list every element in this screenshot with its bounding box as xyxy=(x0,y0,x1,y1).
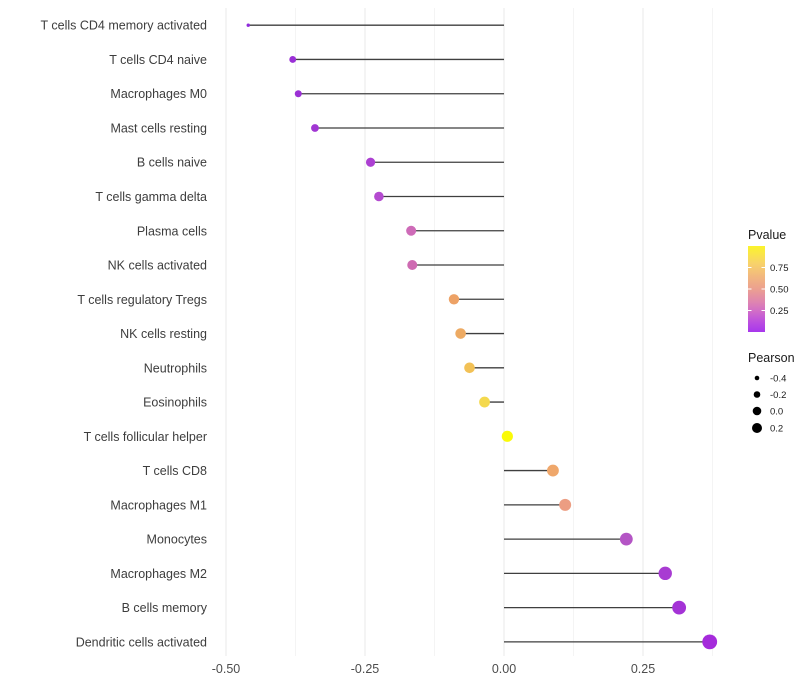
lollipop-dot xyxy=(619,532,633,546)
y-axis-label: Neutrophils xyxy=(144,361,207,375)
lollipop-dot xyxy=(294,90,302,98)
y-axis-label: Dendritic cells activated xyxy=(76,635,207,649)
pearson-size-dot xyxy=(752,423,762,433)
lollipop-dot xyxy=(365,157,376,167)
lollipop-dot xyxy=(702,634,718,650)
lollipop-dot xyxy=(455,328,466,339)
pearson-size-label: -0.2 xyxy=(770,390,786,401)
y-axis-label: Macrophages M0 xyxy=(110,87,207,101)
y-axis-label: Macrophages M2 xyxy=(110,567,207,581)
y-axis-label: B cells memory xyxy=(122,601,208,615)
lollipop-dot xyxy=(479,396,490,408)
lollipop-dot xyxy=(448,294,460,305)
y-axis-label: T cells CD8 xyxy=(143,464,207,478)
pvalue-tick-label: 0.75 xyxy=(770,263,789,274)
y-axis-label: Mast cells resting xyxy=(110,121,207,135)
x-axis-tick-label: 0.00 xyxy=(492,662,516,676)
lollipop-dot xyxy=(501,430,513,442)
pearson-size-label: 0.0 xyxy=(770,407,783,418)
y-axis-label: Eosinophils xyxy=(143,396,207,410)
lollipop-dot xyxy=(407,260,418,271)
pvalue-legend-title: Pvalue xyxy=(748,228,786,242)
lollipop-dot xyxy=(547,464,559,477)
lollipop-dot xyxy=(374,191,384,202)
y-axis-label: Macrophages M1 xyxy=(110,498,207,512)
y-axis-label: T cells follicular helper xyxy=(84,430,207,444)
pearson-size-dot xyxy=(754,375,760,381)
pearson-size-label: 0.2 xyxy=(770,424,783,435)
pearson-size-label: -0.4 xyxy=(770,374,786,385)
lollipop-dot xyxy=(464,362,475,374)
y-axis-label: T cells gamma delta xyxy=(95,190,207,204)
lollipop-dot xyxy=(559,498,572,511)
lollipop-dot xyxy=(406,225,417,236)
lollipop-dot xyxy=(311,124,319,132)
lollipop-dot xyxy=(658,566,672,581)
y-axis-label: T cells CD4 memory activated xyxy=(41,19,208,33)
y-axis-label: Plasma cells xyxy=(137,224,207,238)
x-axis-tick-label: 0.25 xyxy=(631,662,655,676)
y-axis-label: T cells CD4 naive xyxy=(109,53,207,67)
pvalue-tick-label: 0.25 xyxy=(770,306,789,317)
pvalue-tick-label: 0.50 xyxy=(770,285,789,296)
lollipop-dot xyxy=(672,600,687,615)
x-axis-tick-label: -0.50 xyxy=(212,662,241,676)
y-axis-label: T cells regulatory Tregs xyxy=(77,293,207,307)
pvalue-colorbar xyxy=(748,246,765,332)
x-axis-tick-label: -0.25 xyxy=(351,662,380,676)
pearson-size-dot xyxy=(752,406,762,416)
lollipop-dot xyxy=(246,23,250,27)
y-axis-label: NK cells resting xyxy=(120,327,207,341)
y-axis-label: B cells naive xyxy=(137,156,207,170)
pearson-size-dot xyxy=(753,391,761,398)
pearson-legend-title: Pearson xyxy=(748,351,795,365)
lollipop-dot xyxy=(289,56,297,63)
y-axis-label: Monocytes xyxy=(147,533,207,547)
y-axis-label: NK cells activated xyxy=(108,259,207,273)
